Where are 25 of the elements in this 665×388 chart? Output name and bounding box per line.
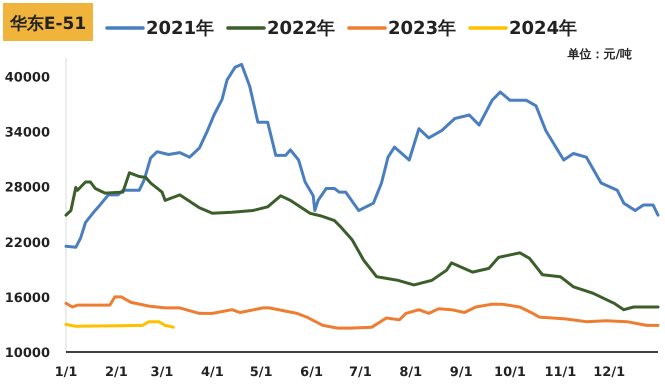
y-tick-label: 10000 — [4, 346, 50, 361]
x-tick-label: 4/1 — [200, 365, 224, 380]
legend-label: 2022年 — [267, 18, 336, 39]
x-tick-label: 7/1 — [348, 365, 372, 380]
chart-title: 华东E-51 — [8, 14, 86, 34]
y-tick-label: 28000 — [4, 180, 50, 196]
x-tick-label: 1/1 — [54, 365, 78, 380]
x-tick-label: 6/1 — [300, 365, 324, 380]
x-tick-label: 11/1 — [544, 365, 576, 380]
x-tick-label: 5/1 — [250, 365, 273, 380]
y-tick-label: 40000 — [4, 70, 50, 86]
x-tick-label: 12/1 — [593, 365, 626, 380]
x-tick-label: 2/1 — [104, 365, 128, 380]
annotation: 单位：元/吨 — [566, 47, 632, 61]
title: 华东E-51 — [3, 3, 93, 41]
y-tick-label: 16000 — [4, 290, 50, 306]
x-tick-label: 9/1 — [450, 365, 473, 380]
legend-label: 2021年 — [146, 18, 214, 39]
legend-label: 2023年 — [388, 18, 456, 39]
y-tick-label: 22000 — [4, 236, 50, 251]
x-tick-label: 8/1 — [399, 365, 422, 380]
x-tick-label: 10/1 — [494, 365, 526, 380]
x-tick-label: 3/1 — [150, 365, 174, 380]
legend-label: 2024年 — [509, 18, 578, 39]
y-tick-label: 34000 — [4, 126, 50, 140]
